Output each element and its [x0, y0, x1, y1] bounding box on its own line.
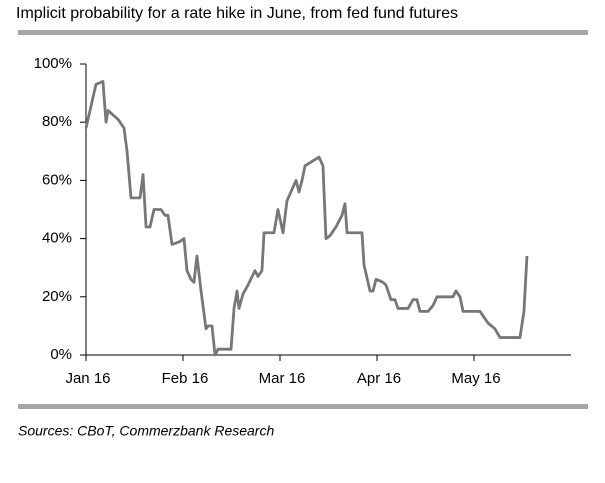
y-tick-label: 0%: [50, 346, 72, 363]
y-tick-label: 40%: [42, 230, 72, 247]
x-tick-label: Feb 16: [162, 370, 209, 387]
line-series: [84, 80, 529, 357]
y-tick-label: 20%: [42, 288, 72, 305]
chart-title: Implicit probability for a rate hike in …: [16, 5, 458, 22]
top-rule: [18, 30, 588, 35]
x-tick-label: May 16: [451, 370, 500, 387]
y-tick-label: 100%: [34, 55, 72, 72]
x-tick-label: Apr 16: [357, 370, 401, 387]
x-tick-label: Jan 16: [65, 370, 110, 387]
y-tick-label: 80%: [42, 113, 72, 130]
source-note: Sources: CBoT, Commerzbank Research: [18, 423, 274, 439]
y-tick-label: 60%: [42, 171, 72, 188]
x-tick-label: Mar 16: [259, 370, 306, 387]
bottom-rule: [18, 404, 588, 409]
